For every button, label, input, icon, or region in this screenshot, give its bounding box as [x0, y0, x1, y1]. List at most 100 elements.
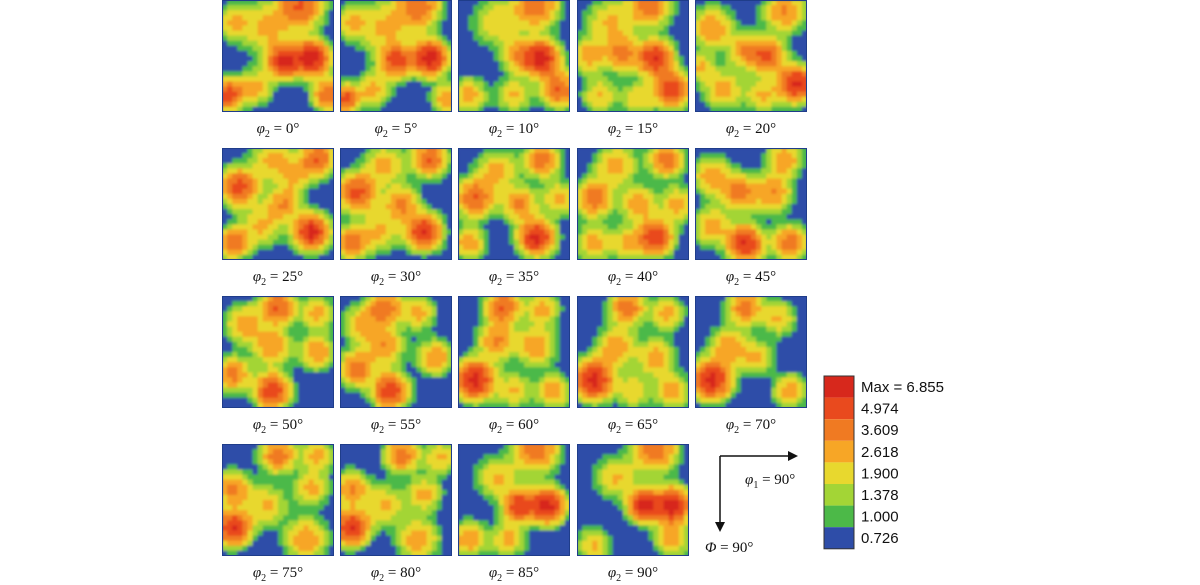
density-cell — [390, 148, 397, 154]
density-cell — [257, 214, 264, 220]
density-cell — [396, 254, 402, 260]
density-cell — [436, 96, 443, 103]
density-cell — [293, 168, 299, 175]
density-cell — [519, 229, 525, 236]
density-cell — [776, 188, 783, 195]
density-cell — [426, 244, 433, 251]
density-cell — [252, 86, 259, 93]
density-cell — [498, 214, 505, 220]
density-cell — [529, 249, 535, 256]
density-cell — [431, 81, 438, 88]
density-cell — [222, 25, 228, 32]
density-cell — [272, 296, 279, 302]
density-cell — [796, 163, 803, 169]
density-cell — [375, 25, 382, 32]
density-cell — [766, 224, 772, 231]
density-cell — [710, 254, 716, 260]
density-cell — [288, 148, 294, 154]
density-cell — [710, 61, 716, 67]
density-cell — [446, 56, 452, 62]
density-cell — [503, 25, 510, 32]
density-cell — [745, 56, 752, 62]
density-cell — [488, 168, 495, 175]
density-cell — [426, 219, 433, 225]
density-cell — [761, 5, 767, 11]
density-cell — [756, 45, 762, 52]
density-cell — [735, 224, 742, 231]
density-cell — [262, 0, 269, 6]
density-cell — [298, 188, 305, 195]
density-cell — [313, 56, 320, 62]
density-cell — [653, 229, 660, 236]
density-cell — [725, 5, 732, 11]
density-cell — [350, 96, 356, 103]
density-cell — [597, 204, 604, 210]
density-cell — [801, 158, 807, 164]
density-cell — [257, 183, 264, 190]
density-cell — [627, 35, 634, 42]
density-cell — [473, 214, 479, 220]
density-cell — [375, 40, 382, 47]
density-cell — [478, 183, 485, 190]
density-cell — [554, 163, 561, 169]
density-cell — [390, 173, 397, 180]
density-cell — [740, 50, 747, 57]
density-cell — [529, 50, 535, 57]
density-cell — [318, 254, 325, 260]
density-cell — [705, 10, 711, 16]
density-cell — [237, 10, 243, 16]
density-cell — [323, 254, 330, 260]
density-cell — [612, 249, 619, 256]
density-cell — [529, 168, 535, 175]
density-cell — [350, 15, 356, 21]
density-cell — [622, 153, 629, 159]
density-cell — [473, 244, 479, 251]
density-cell — [592, 5, 598, 11]
density-cell — [390, 25, 397, 32]
density-cell — [350, 158, 356, 164]
density-cell — [745, 81, 752, 88]
density-cell — [786, 198, 793, 205]
density-cell — [514, 254, 520, 260]
density-cell — [503, 244, 510, 251]
density-cell — [751, 86, 757, 93]
density-cell — [720, 204, 727, 210]
density-cell — [643, 106, 649, 112]
density-cell — [328, 86, 334, 93]
density-cell — [781, 86, 788, 93]
density-cell — [524, 45, 530, 52]
density-cell — [668, 10, 675, 16]
density-cell — [380, 96, 387, 103]
density-cell — [340, 249, 346, 256]
density-cell — [355, 15, 361, 21]
density-cell — [791, 81, 798, 88]
density-cell — [390, 193, 397, 200]
density-cell — [602, 76, 609, 83]
density-cell — [237, 56, 243, 62]
density-cell — [458, 148, 464, 154]
density-cell — [406, 148, 412, 154]
density-cell — [705, 204, 711, 210]
density-cell — [257, 106, 264, 112]
density-cell — [648, 204, 654, 210]
density-cell — [318, 106, 325, 112]
density-cell — [308, 198, 315, 205]
density-cell — [622, 163, 629, 169]
density-cell — [720, 35, 727, 42]
density-cell — [323, 239, 330, 246]
density-cell — [781, 91, 788, 98]
density-cell — [298, 219, 305, 225]
density-cell — [222, 229, 228, 236]
density-cell — [735, 244, 742, 251]
density-cell — [549, 30, 556, 37]
density-cell — [303, 91, 310, 98]
density-cell — [303, 81, 310, 88]
density-cell — [705, 173, 711, 180]
density-cell — [695, 219, 701, 225]
density-cell — [370, 96, 377, 103]
density-cell — [648, 219, 654, 225]
density-cell — [473, 173, 479, 180]
density-cell — [587, 158, 593, 164]
density-cell — [340, 96, 346, 103]
density-cell — [633, 96, 639, 103]
